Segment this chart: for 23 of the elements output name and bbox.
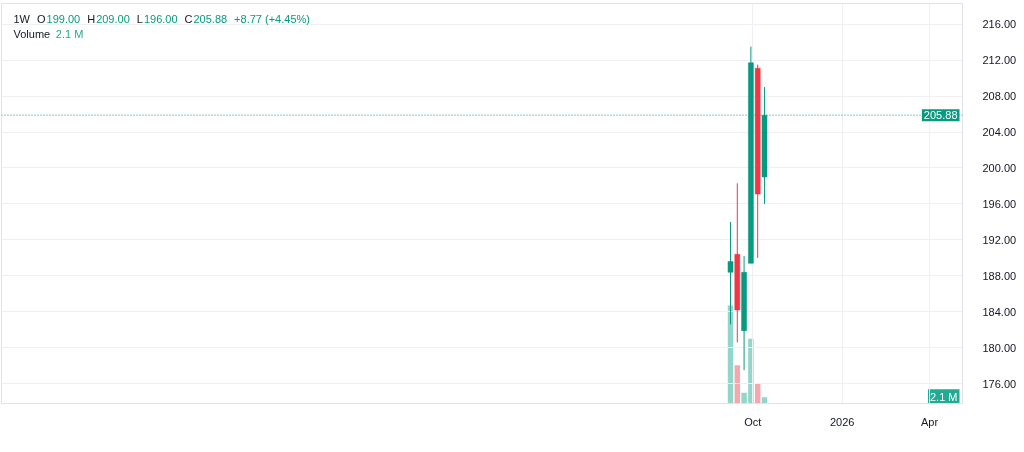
y-tick-label: 176.00: [982, 377, 1017, 390]
ref-line-label: 205.88: [923, 109, 958, 122]
y-tick-label: 216.00: [982, 18, 1017, 31]
x-tick-label: Oct: [744, 415, 762, 428]
y-tick-label: 196.00: [982, 197, 1017, 210]
y-tick-label: 188.00: [982, 269, 1017, 282]
y-tick-label: 180.00: [982, 341, 1017, 354]
text: 1W: [13, 12, 31, 25]
y-tick-label: 184.00: [982, 305, 1017, 318]
y-tick-label: 204.00: [982, 126, 1017, 139]
y-tick-label: 200.00: [982, 161, 1017, 174]
annotation: C205.88: [184, 12, 228, 25]
x-tick-label: 2026: [829, 415, 855, 428]
annotation: H209.00: [87, 12, 130, 25]
chart-title: Volume 2.1 M: [13, 27, 84, 40]
annotation: 2.1 M: [929, 391, 958, 404]
annotation: +8.77 (+4.45%): [234, 12, 310, 25]
annotation: L196.00: [136, 12, 178, 25]
y-tick-label: 208.00: [982, 90, 1017, 103]
y-tick-label: 212.00: [982, 54, 1017, 67]
x-tick-label: Apr: [920, 415, 939, 428]
y-tick-label: 192.00: [982, 233, 1017, 246]
annotation: O199.00: [37, 12, 81, 25]
